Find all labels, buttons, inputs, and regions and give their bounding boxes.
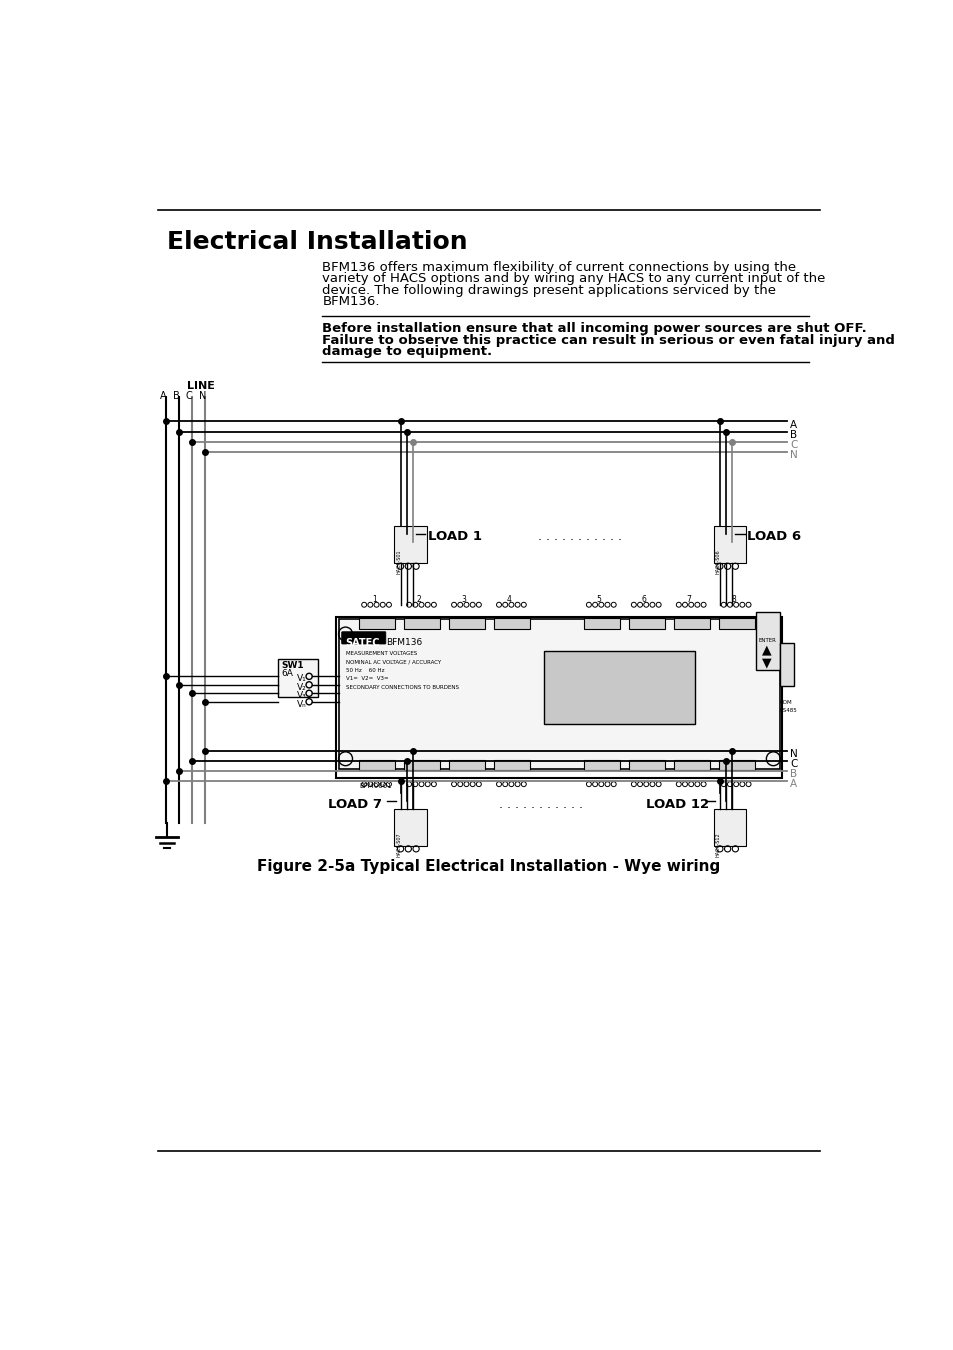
Text: 7: 7 xyxy=(686,595,691,603)
Bar xyxy=(719,618,754,629)
Text: . . . . . . . . . . .: . . . . . . . . . . . xyxy=(537,531,621,544)
Text: Before installation ensure that all incoming power sources are shut OFF.: Before installation ensure that all inco… xyxy=(322,323,866,335)
Text: LOAD 6: LOAD 6 xyxy=(746,531,801,544)
Text: C: C xyxy=(186,392,193,401)
Text: BFM136.: BFM136. xyxy=(322,296,379,308)
Bar xyxy=(338,618,779,768)
Bar xyxy=(713,526,745,563)
Bar xyxy=(583,760,619,771)
Text: 50 Hz    60 Hz: 50 Hz 60 Hz xyxy=(345,668,384,672)
Bar xyxy=(583,618,619,629)
Text: SATEC: SATEC xyxy=(344,637,379,648)
Text: LOAD 12: LOAD 12 xyxy=(645,798,709,811)
Text: COM: COM xyxy=(779,701,791,705)
Bar xyxy=(629,760,664,771)
FancyBboxPatch shape xyxy=(341,632,385,644)
Bar xyxy=(494,760,530,771)
Text: A: A xyxy=(159,392,166,401)
Text: HACS-S01: HACS-S01 xyxy=(396,549,401,574)
Bar xyxy=(449,618,484,629)
Text: 6A: 6A xyxy=(281,668,293,678)
Bar xyxy=(359,760,395,771)
Bar xyxy=(674,618,709,629)
Bar xyxy=(449,760,484,771)
Text: N: N xyxy=(790,749,798,759)
Text: 3: 3 xyxy=(461,595,466,603)
Text: HACS-S07: HACS-S07 xyxy=(396,832,401,856)
Text: HACS-S06: HACS-S06 xyxy=(716,549,720,574)
Text: ▲: ▲ xyxy=(761,643,771,656)
Text: V₃: V₃ xyxy=(296,691,306,701)
Text: . . . . . . . . . . .: . . . . . . . . . . . xyxy=(498,798,582,811)
Bar xyxy=(394,526,427,563)
Text: LOAD 7: LOAD 7 xyxy=(328,798,382,811)
Text: C: C xyxy=(790,759,797,769)
Text: 8: 8 xyxy=(731,595,736,603)
Text: B: B xyxy=(790,769,797,779)
Text: ENTER: ENTER xyxy=(758,639,776,644)
Bar xyxy=(713,809,745,845)
Text: MEASUREMENT VOLTAGES: MEASUREMENT VOLTAGES xyxy=(345,651,416,656)
Text: Electrical Installation: Electrical Installation xyxy=(167,230,467,254)
Text: LINE: LINE xyxy=(187,382,215,391)
Bar xyxy=(359,618,395,629)
Bar xyxy=(278,659,318,697)
Bar xyxy=(404,760,439,771)
Text: Vₙ: Vₙ xyxy=(296,699,306,709)
Text: B: B xyxy=(790,429,797,440)
Text: damage to equipment.: damage to equipment. xyxy=(322,346,492,358)
Bar xyxy=(494,618,530,629)
Text: SW1: SW1 xyxy=(281,662,304,670)
Text: ▼: ▼ xyxy=(761,656,771,670)
Text: V₂: V₂ xyxy=(296,683,306,691)
Text: RS485: RS485 xyxy=(779,707,797,713)
Text: N: N xyxy=(790,450,798,459)
Text: 4: 4 xyxy=(506,595,511,603)
Text: HACS-S12: HACS-S12 xyxy=(716,832,720,856)
Text: device. The following drawings present applications serviced by the: device. The following drawings present a… xyxy=(322,284,776,297)
Text: NOMINAL AC VOLTAGE / ACCURACY: NOMINAL AC VOLTAGE / ACCURACY xyxy=(345,659,440,664)
Text: 5: 5 xyxy=(596,595,600,603)
Text: N: N xyxy=(199,392,206,401)
Bar xyxy=(335,617,781,778)
Text: V₁: V₁ xyxy=(296,674,306,683)
Text: 6: 6 xyxy=(640,595,646,603)
Bar xyxy=(674,760,709,771)
Bar xyxy=(779,643,793,686)
Bar xyxy=(543,651,695,724)
Text: V1=  V2=  V3=: V1= V2= V3= xyxy=(345,676,388,682)
Text: Failure to observe this practice can result in serious or even fatal injury and: Failure to observe this practice can res… xyxy=(322,333,894,347)
Bar xyxy=(629,618,664,629)
Text: A: A xyxy=(790,420,797,429)
Bar xyxy=(404,618,439,629)
Text: Figure 2-5a Typical Electrical Installation - Wye wiring: Figure 2-5a Typical Electrical Installat… xyxy=(257,859,720,873)
Text: 2: 2 xyxy=(416,595,421,603)
Text: A: A xyxy=(790,779,797,790)
Bar xyxy=(756,613,779,670)
Text: variety of HACS options and by wiring any HACS to any current input of the: variety of HACS options and by wiring an… xyxy=(322,273,824,285)
Text: SECONDARY CONNECTIONS TO BURDENS: SECONDARY CONNECTIONS TO BURDENS xyxy=(345,684,458,690)
Text: BFM0001: BFM0001 xyxy=(359,783,392,788)
Text: LOAD 1: LOAD 1 xyxy=(427,531,481,544)
Text: BFM136: BFM136 xyxy=(385,637,421,647)
Bar xyxy=(394,809,427,845)
Text: 1: 1 xyxy=(372,595,376,603)
Text: C: C xyxy=(790,440,797,450)
Text: B: B xyxy=(172,392,179,401)
Text: BFM136 offers maximum flexibility of current connections by using the: BFM136 offers maximum flexibility of cur… xyxy=(322,261,796,274)
Bar xyxy=(719,760,754,771)
